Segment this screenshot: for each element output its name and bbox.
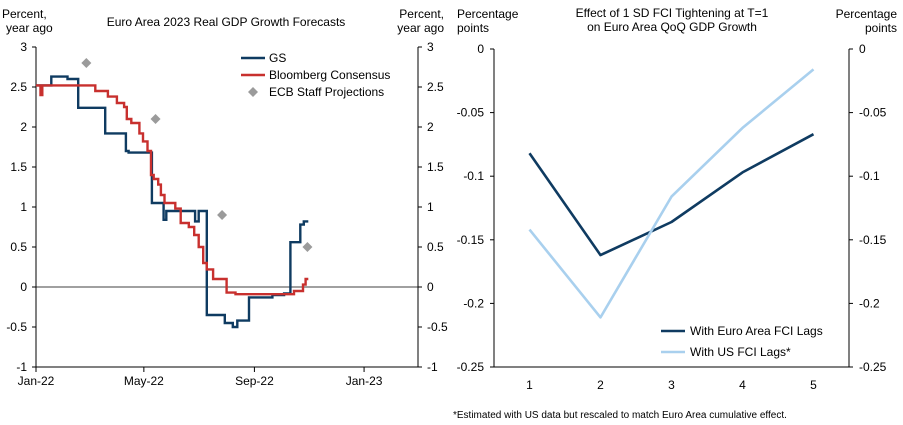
left-secondary-y-tick-label: -1 bbox=[427, 360, 438, 374]
left-y-tick-label: 0 bbox=[20, 280, 27, 294]
right-right-axis-title-line-1: Percentage bbox=[836, 7, 898, 21]
right-axes: 0 0 -0.05 -0.05 -0.1 -0.1 -0.15 -0.15 -0.2 -0.2 -0… bbox=[457, 42, 887, 392]
right-axis-title-line-1: Percentage bbox=[457, 7, 519, 21]
left-right-axis-title-line-1: Percent, bbox=[399, 7, 444, 21]
right-y-tick-label: -0.15 bbox=[457, 233, 485, 247]
left-x-tick-label: Jan-22 bbox=[18, 374, 55, 388]
right-x-tick-label: 2 bbox=[597, 378, 604, 392]
right-y-tick-label: -0.05 bbox=[457, 106, 485, 120]
footnote: *Estimated with US data but rescaled to … bbox=[453, 410, 787, 421]
ecb-projection-point bbox=[81, 58, 92, 68]
right-y-tick-label: -0.1 bbox=[463, 169, 484, 183]
left-y-tick-label: 2 bbox=[20, 120, 27, 134]
fci-effect-chart: Effect of 1 SD FCI Tightening at T=1 on … bbox=[453, 6, 897, 421]
left-x-tick-label: May-22 bbox=[124, 374, 164, 388]
left-secondary-y-tick-label: 1.5 bbox=[427, 160, 444, 174]
right-y-tick-label: -0.2 bbox=[463, 296, 484, 310]
left-x-tick-label: Sep-22 bbox=[235, 374, 274, 388]
legend-label: With US FCI Lags* bbox=[690, 345, 791, 359]
left-y-tick-label: 0.5 bbox=[10, 240, 27, 254]
us-fci-lags-line bbox=[528, 68, 815, 319]
right-x-tick-label: 5 bbox=[810, 378, 817, 392]
right-axis-title-line-2: points bbox=[457, 21, 489, 35]
ecb-projection-point bbox=[150, 114, 161, 124]
left-y-tick-label: 1 bbox=[20, 200, 27, 214]
left-secondary-y-tick-label: 2 bbox=[427, 120, 434, 134]
left-secondary-y-tick-label: 1 bbox=[427, 200, 434, 214]
right-y-tick-label: -0.25 bbox=[457, 360, 485, 374]
legend-ecb-marker bbox=[248, 87, 258, 97]
right-secondary-y-tick-label: -0.1 bbox=[859, 169, 880, 183]
left-series bbox=[36, 58, 313, 329]
left-secondary-y-tick-label: 3 bbox=[427, 40, 434, 54]
left-secondary-y-tick-label: -0.5 bbox=[427, 320, 448, 334]
ecb-projection-point bbox=[302, 242, 313, 252]
left-y-tick-label: -1 bbox=[16, 360, 27, 374]
left-axes: -1 -1 -0.5 -0.5 0 0 0.5 0.5 1 1 1.5 1.5 2 2 2.5 2.5 3 3 Ja… bbox=[6, 40, 448, 388]
right-secondary-y-tick-label: -0.2 bbox=[859, 296, 880, 310]
legend-label: With Euro Area FCI Lags bbox=[690, 324, 823, 338]
left-y-tick-label: 3 bbox=[20, 40, 27, 54]
right-chart-title-line-2: on Euro Area QoQ GDP Growth bbox=[587, 20, 757, 34]
legend-label: ECB Staff Projections bbox=[269, 85, 384, 99]
gdp-forecasts-chart: Euro Area 2023 Real GDP Growth Forecasts… bbox=[2, 7, 448, 388]
left-secondary-y-tick-label: 2.5 bbox=[427, 80, 444, 94]
right-legend: With Euro Area FCI Lags With US FCI Lags* bbox=[661, 324, 823, 359]
legend-label: GS bbox=[269, 51, 286, 65]
left-chart-title: Euro Area 2023 Real GDP Growth Forecasts bbox=[107, 15, 346, 29]
right-x-tick-label: 1 bbox=[526, 378, 533, 392]
right-secondary-y-tick-label: -0.15 bbox=[859, 233, 887, 247]
legend-label: Bloomberg Consensus bbox=[269, 68, 390, 82]
right-x-tick-label: 4 bbox=[739, 378, 746, 392]
euro-area-fci-lags-line bbox=[528, 133, 815, 257]
left-axis-title-line-2: year ago bbox=[6, 21, 53, 35]
left-y-tick-label: 1.5 bbox=[10, 160, 27, 174]
right-y-tick-label: 0 bbox=[477, 42, 484, 56]
left-legend: GS Bloomberg Consensus ECB Staff Projectio… bbox=[241, 51, 390, 99]
right-x-tick-label: 3 bbox=[668, 378, 675, 392]
left-secondary-y-tick-label: 0 bbox=[427, 280, 434, 294]
gs-forecast-line bbox=[36, 75, 309, 329]
right-secondary-y-tick-label: 0 bbox=[859, 42, 866, 56]
right-secondary-y-tick-label: -0.05 bbox=[859, 106, 887, 120]
right-secondary-y-tick-label: -0.25 bbox=[859, 360, 887, 374]
left-axis-title-line-1: Percent, bbox=[2, 7, 47, 21]
bloomberg-consensus-line bbox=[36, 84, 309, 296]
left-secondary-y-tick-label: 0.5 bbox=[427, 240, 444, 254]
left-x-tick-label: Jan-23 bbox=[346, 374, 383, 388]
right-chart-title-line-1: Effect of 1 SD FCI Tightening at T=1 bbox=[576, 6, 769, 20]
left-right-axis-title-line-2: year ago bbox=[397, 21, 444, 35]
left-y-tick-label: -0.5 bbox=[6, 320, 27, 334]
ecb-projection-point bbox=[217, 210, 228, 220]
left-y-tick-label: 2.5 bbox=[10, 80, 27, 94]
right-right-axis-title-line-2: points bbox=[865, 21, 897, 35]
right-series bbox=[528, 68, 815, 319]
